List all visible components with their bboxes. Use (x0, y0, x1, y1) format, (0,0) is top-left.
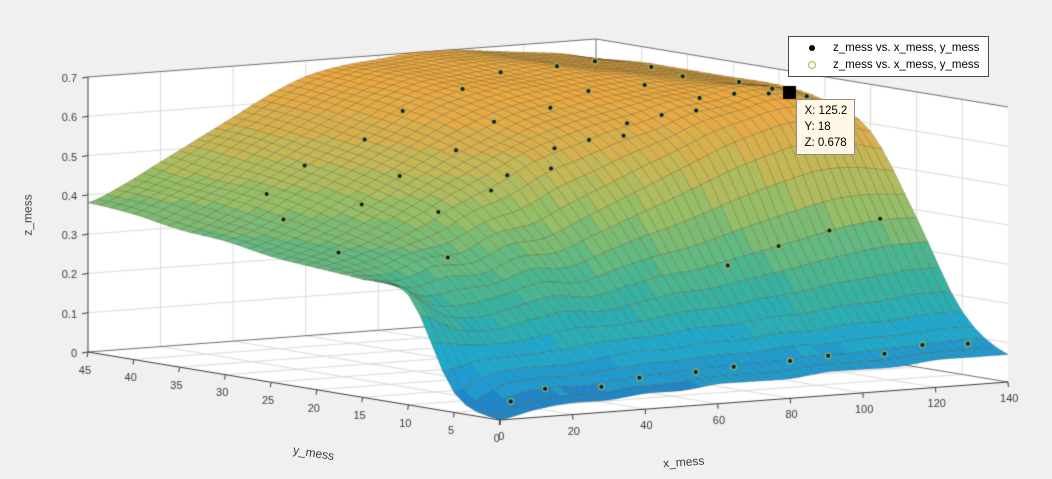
z-axis-label: z_mess (20, 194, 35, 236)
legend-entry-surface: z_mess vs. x_mess, y_mess (791, 57, 979, 72)
circle-marker-icon (791, 60, 833, 69)
legend[interactable]: z_mess vs. x_mess, y_mess z_mess vs. x_m… (788, 36, 990, 77)
x-axis-label: x_mess (662, 453, 705, 471)
legend-entry-label: z_mess vs. x_mess, y_mess (833, 58, 980, 71)
legend-entry-points: z_mess vs. x_mess, y_mess (791, 40, 979, 55)
datatip[interactable]: X: 125.2 Y: 18 Z: 0.678 (796, 99, 856, 156)
legend-entry-label: z_mess vs. x_mess, y_mess (833, 41, 980, 54)
point-marker-icon (791, 44, 833, 51)
datatip-z-value: Z: 0.678 (804, 137, 847, 150)
datatip-y-value: Y: 18 (804, 121, 831, 134)
datatip-x-value: X: 125.2 (804, 105, 848, 118)
